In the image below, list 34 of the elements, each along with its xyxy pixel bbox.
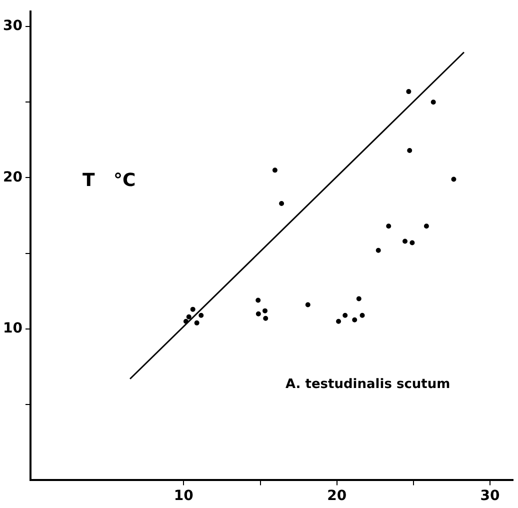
point xyxy=(256,311,261,316)
point xyxy=(376,248,381,253)
point xyxy=(186,314,192,320)
point xyxy=(256,298,261,303)
point xyxy=(198,312,204,318)
point xyxy=(451,176,456,182)
point xyxy=(183,318,188,324)
point xyxy=(272,168,278,173)
point xyxy=(360,312,365,318)
point xyxy=(194,320,200,326)
x-tick-label: 10 xyxy=(174,488,194,504)
point xyxy=(336,318,342,324)
point xyxy=(386,224,392,229)
point xyxy=(402,238,408,244)
point xyxy=(410,240,415,246)
point xyxy=(352,317,358,322)
point xyxy=(430,100,436,105)
x-tick-label: 20 xyxy=(327,488,347,504)
point xyxy=(424,224,429,229)
y-tick-label: 10 xyxy=(3,320,23,337)
point xyxy=(342,312,348,318)
point xyxy=(262,308,268,314)
point xyxy=(279,200,284,206)
y-tick-label: 30 xyxy=(3,18,23,34)
y-axis-title: T °C xyxy=(82,170,136,192)
point xyxy=(190,306,196,312)
point xyxy=(263,316,268,321)
point xyxy=(407,148,412,154)
point xyxy=(305,302,310,308)
x-tick-label: 30 xyxy=(480,488,500,504)
y-tick-label: 20 xyxy=(3,169,23,186)
annotation: A. testudinalis scutum xyxy=(285,376,450,392)
point xyxy=(356,296,362,302)
point xyxy=(406,89,412,94)
